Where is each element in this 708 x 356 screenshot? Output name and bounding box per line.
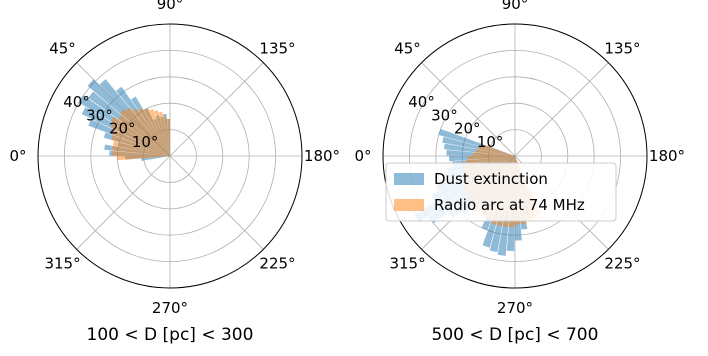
radial-tick-label: 30° [431, 106, 458, 124]
bar-radio-arc [110, 129, 170, 156]
angle-tick-label: 135° [604, 40, 640, 58]
grid-spoke [169, 62, 264, 157]
panel-title: 100 < D [pc] < 300 [87, 325, 254, 345]
bar-dust-extinction [141, 156, 170, 161]
angle-tick-label: 180° [304, 147, 340, 165]
bar-radio-arc [110, 123, 170, 156]
grid-spoke [76, 155, 171, 250]
angle-tick-label: 315° [44, 254, 80, 272]
bar-radio-arc [163, 116, 170, 156]
angle-tick-label: 45° [394, 40, 421, 58]
bar-radio-arc [472, 152, 515, 156]
angle-tick-label: 225° [259, 254, 295, 272]
legend-swatch [394, 173, 424, 185]
angle-tick-label: 315° [389, 254, 425, 272]
bar-radio-arc [117, 156, 170, 161]
bar-radio-arc [475, 149, 515, 156]
radial-tick-label: 20° [109, 120, 136, 138]
bar-radio-arc [132, 108, 170, 156]
bar-radio-arc [125, 107, 170, 156]
radial-tick-label: 40° [408, 93, 435, 111]
bar-radio-arc [478, 146, 515, 156]
angle-tick-label: 90° [502, 0, 529, 13]
legend: Dust extinction Radio arc at 74 MHz [385, 162, 617, 222]
angle-tick-label: 45° [49, 40, 76, 58]
grid-spoke [421, 62, 516, 157]
bar-radio-arc [111, 150, 170, 156]
polar-frame [37, 23, 303, 289]
bar-radio-arc [112, 140, 170, 156]
radial-tick-label: 10° [132, 133, 159, 151]
bar-radio-arc [154, 110, 170, 156]
legend-box [385, 162, 617, 222]
bar-radio-arc [465, 156, 515, 165]
angle-tick-label: 0° [9, 147, 26, 165]
bar-radio-arc [467, 156, 515, 160]
bar-radio-arc [118, 115, 170, 156]
angle-tick-label: 270° [152, 299, 188, 317]
bar-radio-arc [111, 135, 170, 156]
angle-tick-label: 225° [604, 254, 640, 272]
bar-radio-arc [143, 108, 170, 156]
grid-ring [90, 76, 250, 236]
bar-radio-arc [110, 116, 170, 156]
bar-radio-arc [167, 119, 170, 156]
grid-ring [408, 50, 621, 262]
panel-title: 500 < D [pc] < 700 [432, 325, 599, 345]
radial-tick-label: 20° [454, 120, 481, 138]
bar-radio-arc [481, 144, 515, 156]
grid-spoke [514, 62, 609, 157]
angle-tick-label: 0° [354, 147, 371, 165]
bar-radio-arc [112, 145, 170, 156]
grid-ring [64, 50, 276, 262]
bar-radio-arc [119, 109, 170, 156]
bar-radio-arc [149, 108, 170, 156]
radial-tick-label: 30° [86, 106, 113, 124]
radial-tick-label: 10° [477, 133, 504, 151]
angle-tick-label: 270° [497, 299, 533, 317]
legend-entry: Dust extinction [434, 170, 548, 188]
radial-tick-label: 40° [63, 93, 90, 111]
angle-tick-label: 90° [157, 0, 184, 13]
grid-spoke [169, 155, 264, 250]
bar-radio-arc [158, 111, 170, 156]
legend-swatch [394, 199, 424, 211]
polar-panel-left: 0° 45° 90° 135° 180° 225° 270° 315° 10°20°30°40°… [9, 0, 340, 345]
angle-tick-label: 180° [649, 147, 685, 165]
polar-frame [382, 23, 648, 289]
legend-entry: Radio arc at 74 MHz [434, 196, 585, 214]
angle-tick-label: 135° [259, 40, 295, 58]
bar-radio-arc [138, 107, 170, 156]
